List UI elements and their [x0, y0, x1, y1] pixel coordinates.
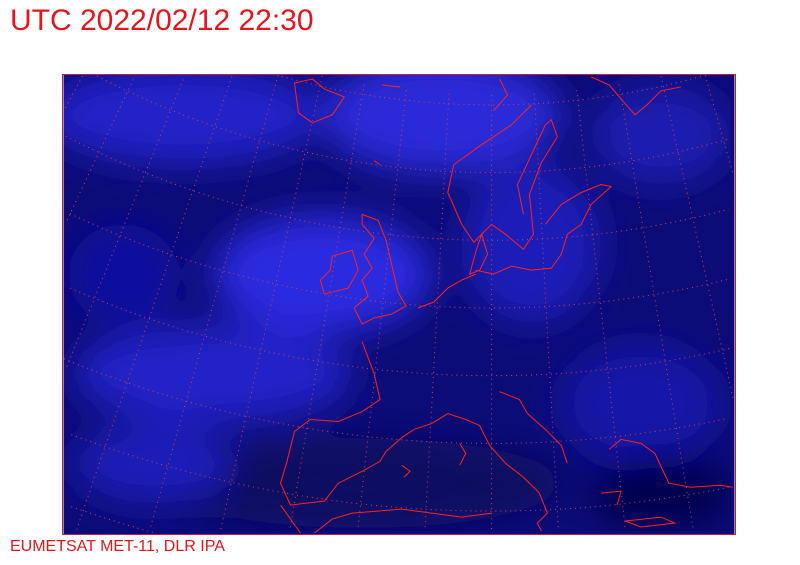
- meridian-line: [618, 84, 695, 532]
- meridian-line: [533, 93, 559, 532]
- timestamp-title: UTC 2022/02/12 22:30: [10, 4, 314, 37]
- meridian-line: [74, 76, 233, 534]
- coastlines: [279, 76, 733, 534]
- parallel-line: [281, 75, 702, 106]
- parallel-line: [65, 135, 729, 241]
- meridian-line: [660, 76, 735, 402]
- meridian-line: [289, 84, 365, 532]
- meridian-line: [63, 75, 83, 112]
- meridian-line: [149, 75, 279, 531]
- data-source-credit: EUMETSAT MET-11, DLR IPA: [10, 538, 225, 555]
- satellite-map: [62, 74, 736, 535]
- meridian-line: [64, 79, 134, 224]
- cloud-field: [63, 75, 731, 532]
- meridian-line: [576, 90, 627, 531]
- meridian-line: [424, 93, 450, 532]
- meridian-line: [357, 90, 407, 531]
- parallel-line: [71, 434, 729, 512]
- satellite-image: [63, 75, 735, 534]
